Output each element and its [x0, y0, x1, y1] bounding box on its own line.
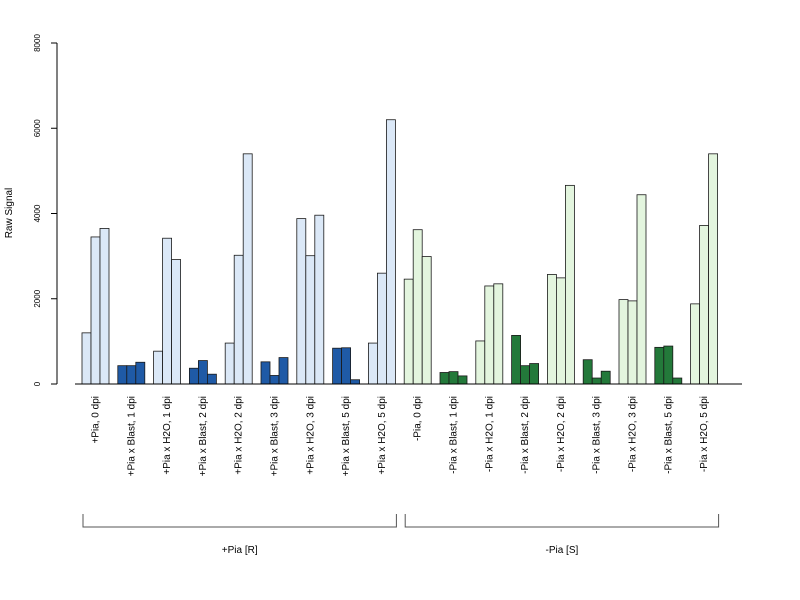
bar	[529, 363, 539, 385]
bar	[341, 347, 352, 385]
category-label: -Pia x Blast, 3 dpi	[592, 396, 603, 474]
bar	[99, 228, 110, 385]
category-label: -Pia x H2O, 5 dpi	[699, 396, 710, 472]
bar	[188, 367, 199, 385]
bar	[708, 153, 718, 385]
bar	[206, 373, 217, 385]
group-bracket	[82, 514, 397, 528]
bar	[618, 299, 629, 385]
bar	[493, 283, 504, 385]
bar	[699, 225, 709, 385]
category-label: +Pia x Blast, 2 dpi	[198, 396, 209, 476]
category-label: +Pia x H2O, 5 dpi	[377, 396, 388, 475]
y-axis: 0 2000 4000 6000 8000	[33, 34, 58, 386]
group-bracket	[404, 514, 720, 528]
bar	[654, 346, 665, 385]
bar	[224, 342, 235, 385]
bar	[591, 377, 602, 385]
bar	[367, 342, 378, 385]
bar	[547, 274, 557, 385]
bar	[350, 379, 361, 385]
bar	[582, 359, 593, 385]
group-label: -Pia [S]	[546, 545, 579, 556]
category-label: +Pia, 0 dpi	[91, 396, 102, 444]
bar	[233, 254, 244, 385]
bar	[511, 335, 522, 385]
bar	[690, 303, 700, 385]
category-label: -Pia x Blast, 2 dpi	[520, 396, 531, 474]
y-tick-label: 0	[33, 381, 42, 386]
bar	[448, 371, 459, 385]
y-tick-label: 4000	[33, 204, 42, 222]
bar	[278, 357, 289, 385]
bar	[457, 375, 468, 385]
category-label: +Pia x Blast, 1 dpi	[126, 396, 137, 476]
group-brackets: +Pia [R] -Pia [S]	[82, 514, 720, 556]
bar	[171, 259, 182, 385]
bar	[385, 119, 396, 385]
category-label: +Pia x Blast, 5 dpi	[341, 396, 352, 476]
category-label: -Pia, 0 dpi	[413, 396, 424, 441]
bar	[90, 236, 101, 385]
bar	[162, 237, 173, 385]
category-label: -Pia x Blast, 5 dpi	[663, 396, 674, 474]
bar	[663, 345, 674, 385]
bar	[412, 229, 423, 385]
category-label: -Pia x H2O, 3 dpi	[628, 396, 639, 472]
y-tick-label: 2000	[33, 289, 42, 307]
category-label: +Pia x Blast, 3 dpi	[270, 396, 281, 476]
bar	[153, 350, 164, 385]
category-label: -Pia x H2O, 2 dpi	[556, 396, 567, 472]
bar	[135, 361, 146, 385]
bar	[81, 332, 92, 385]
category-label: +Pia x H2O, 2 dpi	[234, 396, 245, 475]
bar	[403, 278, 414, 385]
bar	[627, 300, 638, 385]
bar	[305, 255, 316, 385]
y-tick-label: 6000	[33, 119, 42, 137]
bar	[636, 194, 647, 385]
bar	[117, 365, 128, 385]
category-label: +Pia x H2O, 3 dpi	[305, 396, 316, 475]
bar	[600, 370, 611, 385]
category-label: -Pia x H2O, 1 dpi	[484, 396, 495, 472]
bar	[296, 218, 307, 385]
bar	[520, 365, 530, 385]
category-label: +Pia x H2O, 1 dpi	[162, 396, 173, 475]
bar	[565, 184, 575, 385]
bar	[439, 372, 450, 385]
category-label: -Pia x Blast, 1 dpi	[449, 396, 460, 474]
bar	[475, 340, 486, 385]
bar	[484, 285, 495, 385]
bar	[332, 347, 343, 385]
bar	[242, 153, 253, 385]
y-tick-label: 8000	[33, 34, 42, 52]
bar	[421, 256, 432, 385]
bars	[81, 119, 718, 385]
bar	[376, 272, 387, 385]
bar	[556, 277, 566, 385]
bar	[672, 377, 683, 385]
group-label: +Pia [R]	[222, 545, 258, 556]
bar	[269, 375, 280, 385]
bar	[126, 365, 137, 385]
bar	[260, 361, 271, 385]
y-axis-title: Raw Signal	[4, 188, 15, 239]
bar	[197, 360, 208, 385]
bar	[314, 214, 325, 385]
category-labels: +Pia, 0 dpi +Pia x Blast, 1 dpi +Pia x H2O…	[91, 396, 711, 476]
